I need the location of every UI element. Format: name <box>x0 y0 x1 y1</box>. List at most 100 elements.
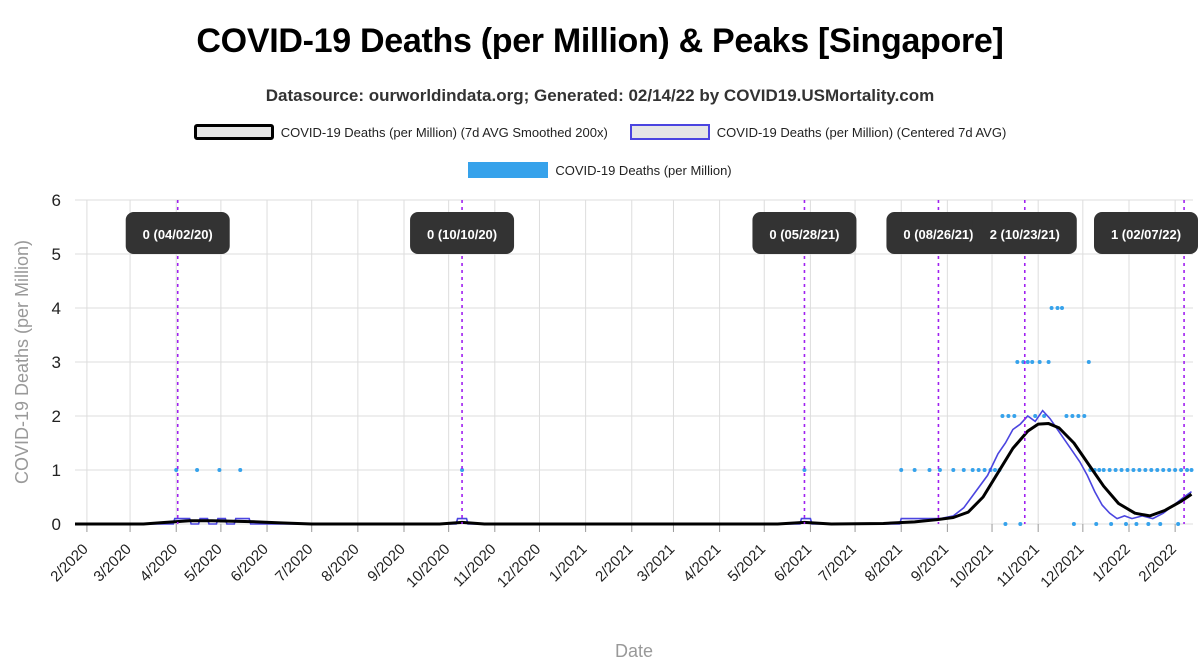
raw-data-point <box>238 468 243 472</box>
raw-data-point <box>1012 414 1017 418</box>
raw-data-point <box>961 468 966 472</box>
smoothed-line <box>75 422 1193 526</box>
raw-data-point <box>1097 468 1102 472</box>
raw-data-point <box>1158 522 1163 526</box>
raw-data-point <box>970 468 975 472</box>
legend-item-smoothed[interactable]: COVID-19 Deaths (per Million) (7d AVG Sm… <box>193 124 608 140</box>
raw-data-point <box>982 468 987 472</box>
x-tick-label: 2/2021 <box>592 541 636 585</box>
legend-row-2: COVID-19 Deaths (per Million) <box>0 162 1200 178</box>
legend-item-centered-avg[interactable]: COVID-19 Deaths (per Million) (Centered … <box>629 124 1006 140</box>
y-tick-label: 4 <box>52 299 61 318</box>
peak-label: 0 (05/28/21) <box>769 227 839 242</box>
raw-data-point <box>1113 468 1118 472</box>
y-tick-label: 2 <box>52 407 61 426</box>
raw-data-point <box>1070 414 1075 418</box>
raw-data-point <box>1109 522 1114 526</box>
x-tick-label: 3/2020 <box>90 541 134 585</box>
raw-data-point <box>1064 414 1069 418</box>
raw-data-point <box>1155 468 1160 472</box>
y-tick-label: 5 <box>52 245 61 264</box>
raw-data-point <box>1161 468 1166 472</box>
raw-data-point <box>1134 522 1139 526</box>
raw-data-point <box>1015 360 1020 364</box>
x-tick-label: 1/2021 <box>546 541 590 585</box>
peak-label-box <box>886 212 991 254</box>
raw-data-point <box>1055 306 1060 310</box>
raw-data-point <box>1046 360 1051 364</box>
x-tick-label: 6/2020 <box>227 541 271 585</box>
x-tick-label: 1/2022 <box>1089 541 1133 585</box>
peak-label: 1 (02/07/22) <box>1111 227 1181 242</box>
raw-data-point <box>1059 306 1064 310</box>
raw-data-point <box>1086 360 1091 364</box>
raw-data-point <box>1146 522 1151 526</box>
peak-label: 0 (08/26/21) <box>903 227 973 242</box>
legend-row-1: COVID-19 Deaths (per Million) (7d AVG Sm… <box>0 124 1200 140</box>
raw-data-point <box>802 468 807 472</box>
peak-label: 0 (04/02/20) <box>143 227 213 242</box>
raw-data-point <box>1176 522 1181 526</box>
raw-data-point <box>1033 414 1038 418</box>
x-tick-label: 7/2020 <box>272 541 316 585</box>
raw-data-point <box>1173 468 1178 472</box>
peak-label-box <box>1094 212 1198 254</box>
raw-data-point <box>217 468 222 472</box>
x-tick-label: 4/2020 <box>137 541 181 585</box>
raw-data-point <box>1167 468 1172 472</box>
y-tick-label: 0 <box>52 515 61 534</box>
raw-data-point <box>1137 468 1142 472</box>
x-tick-label: 10/2021 <box>946 541 996 591</box>
peak-label-box <box>972 212 1077 254</box>
x-tick-label: 11/2021 <box>993 541 1043 591</box>
x-tick-label: 5/2020 <box>181 541 225 585</box>
raw-data-point <box>912 468 917 472</box>
raw-data-point <box>1094 522 1099 526</box>
raw-data-point <box>899 468 904 472</box>
raw-data-point <box>993 468 998 472</box>
peak-label-box <box>410 212 515 254</box>
y-tick-label: 1 <box>52 461 61 480</box>
raw-data-point <box>1125 468 1130 472</box>
raw-data-point <box>1006 414 1011 418</box>
raw-data-point <box>1082 414 1087 418</box>
legend-label-raw: COVID-19 Deaths (per Million) <box>555 162 732 178</box>
peak-label-box <box>125 212 230 254</box>
raw-data-point <box>1101 468 1106 472</box>
raw-data-point <box>460 468 465 472</box>
raw-data-point <box>1042 414 1047 418</box>
x-tick-label: 12/2021 <box>1037 541 1087 591</box>
x-tick-label: 8/2021 <box>862 541 906 585</box>
raw-data-point <box>976 468 981 472</box>
y-tick-label: 3 <box>52 353 61 372</box>
raw-data-point <box>1179 468 1184 472</box>
x-tick-label: 8/2020 <box>318 541 362 585</box>
raw-data-point <box>1003 522 1008 526</box>
legend-swatch-smoothed <box>193 124 274 140</box>
x-tick-label: 6/2021 <box>771 541 815 585</box>
peak-label-box <box>752 212 857 254</box>
chart-subtitle: Datasource: ourworldindata.org; Generate… <box>265 86 935 105</box>
raw-data-point <box>1185 468 1190 472</box>
raw-data-point <box>1076 414 1081 418</box>
raw-data-point <box>1107 468 1112 472</box>
legend-swatch-centered-avg <box>629 124 710 140</box>
x-tick-label: 7/2021 <box>815 541 859 585</box>
legend-swatch-raw <box>468 162 549 178</box>
y-axis-title: COVID-19 Deaths (per Million) <box>12 240 32 484</box>
legend-label-smoothed: COVID-19 Deaths (per Million) (7d AVG Sm… <box>280 124 608 140</box>
raw-data-point <box>927 468 932 472</box>
peak-label: 2 (10/23/21) <box>990 227 1060 242</box>
x-tick-label: 12/2020 <box>494 541 544 591</box>
legend-item-raw[interactable]: COVID-19 Deaths (per Million) <box>468 162 732 178</box>
chart-title: COVID-19 Deaths (per Million) & Peaks [S… <box>196 22 1004 60</box>
raw-data-point <box>1037 360 1042 364</box>
raw-data-point <box>1149 468 1154 472</box>
raw-data-point <box>1189 468 1194 472</box>
raw-data-point <box>1000 414 1005 418</box>
x-tick-label: 2/2020 <box>47 541 91 585</box>
raw-data-point <box>951 468 956 472</box>
raw-data-point <box>1131 468 1136 472</box>
raw-data-point <box>1018 522 1023 526</box>
